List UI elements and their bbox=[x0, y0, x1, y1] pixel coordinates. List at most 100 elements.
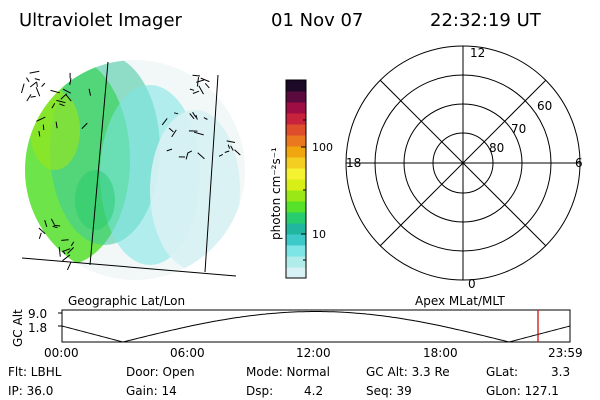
coastline-segment bbox=[230, 145, 234, 151]
colorbar-band bbox=[286, 190, 306, 202]
mode-info: Mode: Normal bbox=[246, 365, 330, 379]
coastline-segment bbox=[53, 224, 61, 227]
coastline-segment bbox=[42, 124, 45, 131]
coastline-segment bbox=[189, 113, 195, 120]
dsp-label: Dsp: bbox=[246, 384, 273, 398]
coastline-segment bbox=[60, 93, 67, 100]
coastline-segment bbox=[204, 82, 210, 89]
coastline-segment bbox=[196, 79, 205, 83]
coastline-segment bbox=[35, 87, 41, 97]
polar-mlat-mlt-plot bbox=[345, 45, 581, 281]
colorbar bbox=[285, 79, 307, 279]
instrument-title: Ultraviolet Imager bbox=[19, 10, 183, 31]
time-tick-1800: 18:00 bbox=[423, 346, 458, 360]
colorbar-band bbox=[286, 201, 306, 213]
coastline-segment bbox=[69, 78, 72, 85]
coastline-segment bbox=[187, 150, 193, 154]
glon-info: GLon: 127.1 bbox=[486, 384, 559, 398]
coastline-segment bbox=[61, 239, 69, 241]
colorbar-tick-10: 10 bbox=[312, 228, 326, 241]
coastline-segment bbox=[50, 89, 60, 94]
coastline-segment bbox=[62, 254, 71, 262]
glat-value: 3.3 bbox=[551, 365, 570, 379]
seq-info: Seq: 39 bbox=[366, 384, 412, 398]
coastline-segment bbox=[88, 88, 91, 96]
coastline-segment bbox=[56, 99, 66, 104]
coastline-segment bbox=[70, 241, 75, 247]
coastline-segment bbox=[161, 118, 168, 126]
coastline-segment bbox=[192, 90, 200, 94]
coastline-segment bbox=[197, 152, 205, 160]
coastline-segments bbox=[21, 70, 241, 271]
orbit-altitude-curve bbox=[61, 311, 571, 343]
coastline-segment bbox=[62, 250, 66, 255]
colorbar-band bbox=[286, 135, 306, 147]
colorbar-band bbox=[286, 80, 306, 92]
gc-alt-tick-9: 9.0 bbox=[28, 307, 47, 321]
coastline-segment bbox=[224, 150, 230, 153]
coastline-segment bbox=[41, 82, 46, 87]
coastline-segment bbox=[198, 85, 204, 95]
date-label: 01 Nov 07 bbox=[271, 10, 363, 31]
door-info: Door: Open bbox=[126, 365, 195, 379]
coastline-segment bbox=[193, 131, 204, 136]
filter-info: Flt: LBHL bbox=[8, 365, 62, 379]
coastline-segment bbox=[81, 122, 88, 130]
coastline-segment bbox=[34, 78, 41, 81]
colorbar-band bbox=[286, 124, 306, 136]
time-tick-1200: 12:00 bbox=[296, 346, 331, 360]
coastline-segment bbox=[44, 220, 48, 228]
coastline-segment bbox=[185, 152, 189, 160]
colorbar-band bbox=[286, 179, 306, 191]
time-label: 22:32:19 UT bbox=[430, 10, 542, 31]
colorbar-band bbox=[286, 102, 306, 114]
coastline-segment bbox=[226, 140, 236, 143]
coastline-segment bbox=[227, 144, 231, 149]
colorbar-band bbox=[286, 146, 306, 158]
mlat-label-70: 70 bbox=[511, 122, 526, 136]
coastline-segment bbox=[29, 81, 38, 88]
coastline-segment bbox=[50, 218, 55, 225]
coastline-segment bbox=[66, 261, 72, 271]
glat-label: GLat: bbox=[486, 365, 518, 379]
mlt-label-0: 0 bbox=[468, 277, 476, 291]
coastline-segment bbox=[29, 70, 40, 74]
colorbar-band bbox=[286, 234, 306, 246]
mlat-label-60: 60 bbox=[537, 99, 552, 113]
time-tick-0000: 00:00 bbox=[44, 346, 79, 360]
colorbar-unit-label: photon cm⁻²s⁻¹ bbox=[269, 147, 283, 240]
coastline-segment bbox=[203, 117, 208, 120]
colorbar-band bbox=[286, 91, 306, 103]
gc-alt-info: GC Alt: 3.3 Re bbox=[366, 365, 450, 379]
coastline-segment bbox=[21, 83, 25, 94]
coastline-segment bbox=[30, 95, 36, 98]
colorbar-band bbox=[286, 245, 306, 257]
mlt-label-6: 6 bbox=[575, 156, 583, 170]
coastline-segment bbox=[25, 77, 30, 83]
mlt-label-18: 18 bbox=[346, 156, 361, 170]
mlat-label-80: 80 bbox=[489, 141, 504, 155]
colorbar-band bbox=[286, 168, 306, 180]
coastline-segment bbox=[65, 93, 72, 102]
coastline-segment bbox=[38, 232, 42, 240]
coastline-segment bbox=[58, 246, 61, 257]
coastline-segment bbox=[200, 77, 210, 83]
coastline-segment bbox=[38, 227, 46, 235]
coastline-segment bbox=[52, 225, 58, 229]
coastline-segment bbox=[195, 114, 198, 120]
mlt-label-12: 12 bbox=[470, 46, 485, 60]
colorbar-band bbox=[286, 157, 306, 169]
apex-label: Apex MLat/MLT bbox=[415, 294, 505, 308]
auroral-image-disc bbox=[21, 60, 245, 280]
coastline-segment bbox=[234, 149, 241, 156]
colorbar-band bbox=[286, 113, 306, 125]
ip-info: IP: 36.0 bbox=[8, 384, 53, 398]
coastline-segment bbox=[171, 129, 177, 138]
geographic-label: Geographic Lat/Lon bbox=[68, 294, 185, 308]
colorbar-band bbox=[286, 256, 306, 268]
coastline-segment bbox=[67, 247, 75, 254]
colorbar-band bbox=[286, 223, 306, 235]
coastline-segment bbox=[26, 94, 32, 102]
coastline-segment bbox=[38, 131, 41, 137]
